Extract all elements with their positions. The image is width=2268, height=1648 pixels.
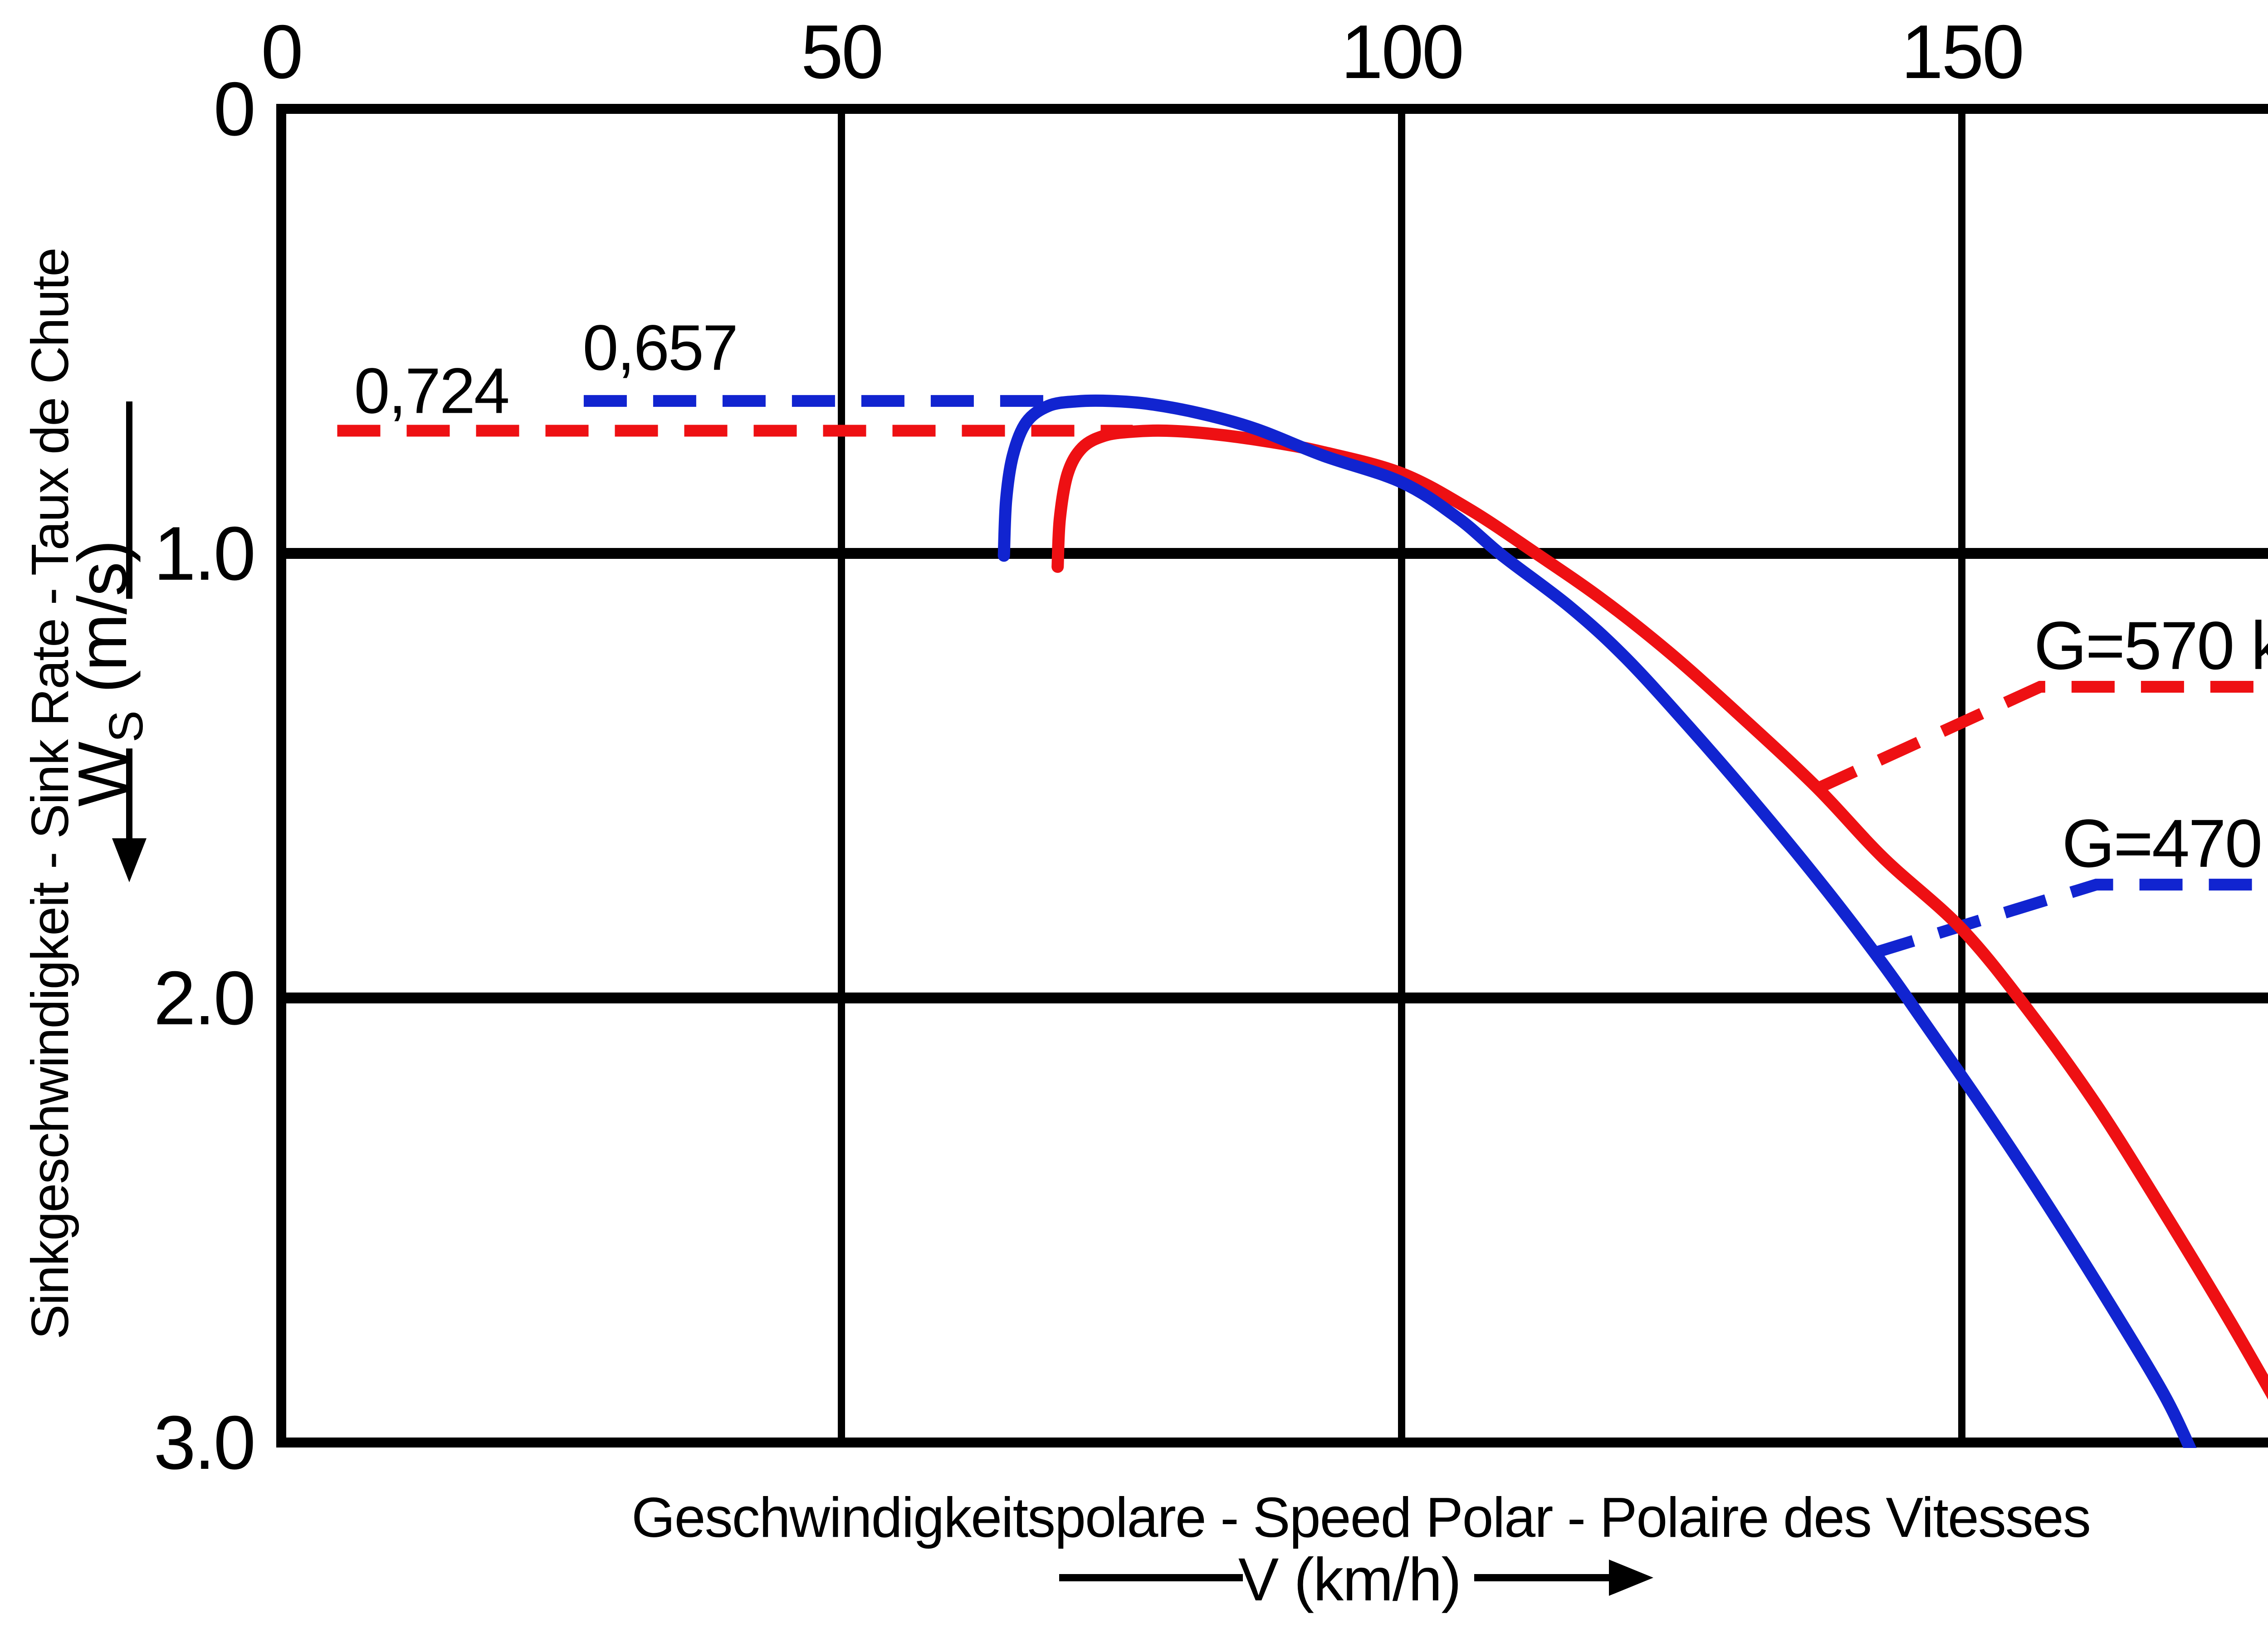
y-axis-unit-label: WS (m/s) [64, 541, 153, 807]
polar-curve-470 [997, 394, 2197, 1448]
series-label-g470: G=470 kp [2062, 805, 2268, 881]
y-axis-tick-label: 0 [214, 66, 254, 152]
x-axis-title: V (km/h) [1238, 1546, 1461, 1614]
min-sink-label-470: 0,657 [582, 312, 737, 384]
x-axis-tick-label: 100 [1341, 9, 1462, 94]
series-leader-dashed-line [1870, 879, 2268, 959]
x-axis-tick-label: 50 [801, 9, 882, 94]
chart-title: Geschwindigkeitspolare - Speed Polar - P… [631, 1487, 2090, 1549]
series-leader-dashed-line [1813, 681, 2268, 795]
x-axis-tick-label: 0 [261, 9, 301, 94]
right-arrow-icon [1609, 1560, 1653, 1596]
plot-area [276, 104, 2268, 1448]
series-label-g570: G=570 kp [2034, 607, 2268, 684]
y-axis-tick-label: 2.0 [153, 955, 254, 1041]
y-axis-title: Sinkgeschwindigkeit - Sink Rate - Taux d… [20, 248, 79, 1340]
x-axis-tick-label: 150 [1901, 9, 2023, 94]
polar-curve-570 [1051, 424, 2268, 1400]
y-axis-tick-label: 1.0 [153, 511, 254, 596]
y-axis-tick-label: 3.0 [153, 1400, 254, 1485]
min-sink-label-570: 0,724 [354, 355, 508, 427]
down-arrow-icon [112, 838, 147, 882]
plot-border [276, 104, 2268, 1448]
